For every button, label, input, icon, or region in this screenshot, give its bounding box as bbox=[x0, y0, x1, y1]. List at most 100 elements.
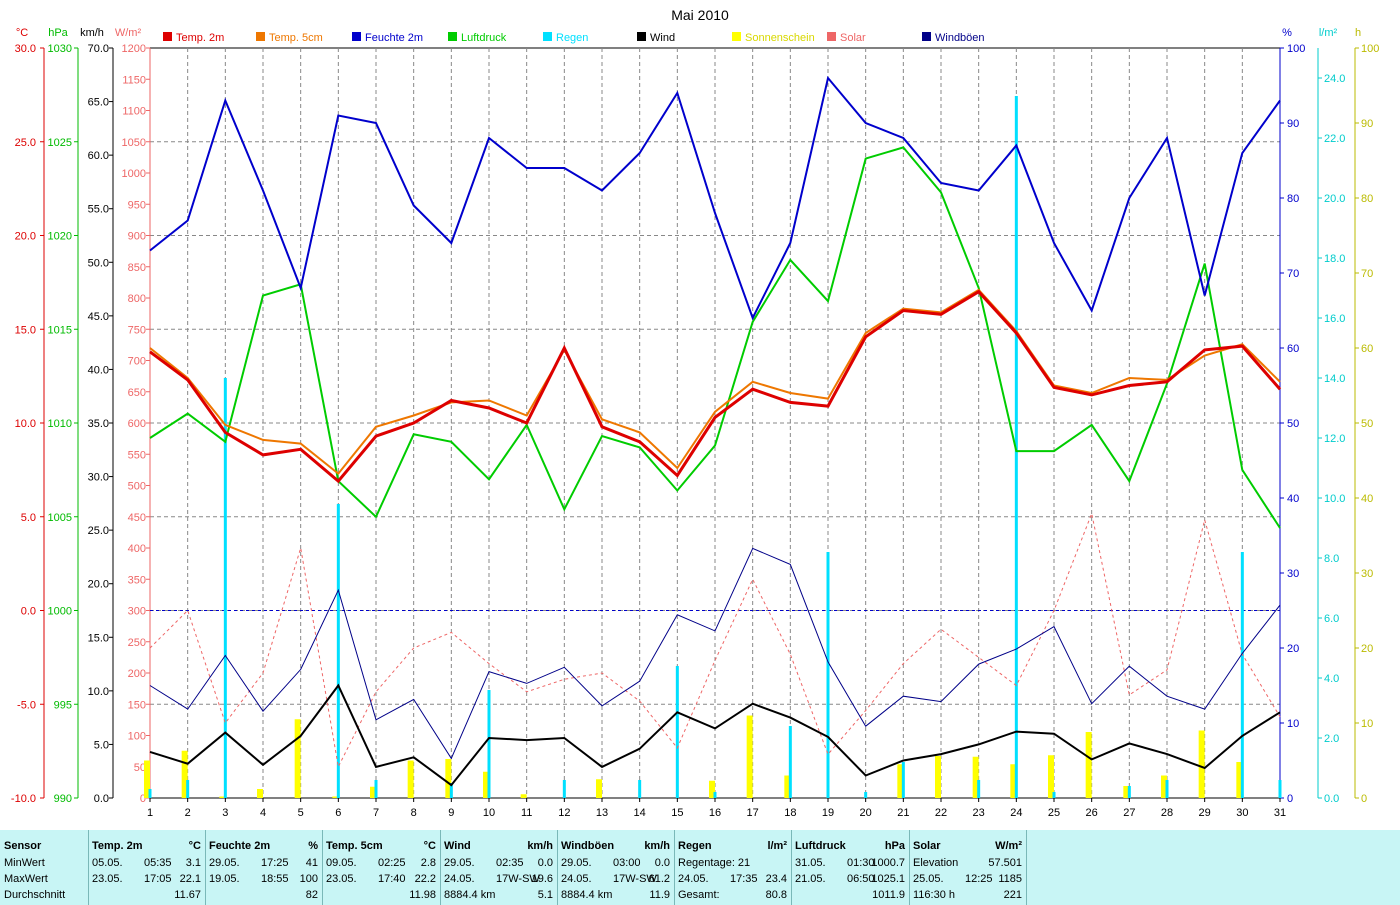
bar bbox=[784, 775, 791, 798]
tick-label: 10 bbox=[1287, 718, 1299, 730]
x-tick-label: 7 bbox=[373, 807, 379, 819]
tick-label: 10.0 bbox=[15, 418, 36, 430]
tick-label: 150 bbox=[128, 699, 146, 711]
x-tick-label: 12 bbox=[558, 807, 570, 819]
stats-cell: 25.05. bbox=[913, 873, 944, 885]
axis-pressure: 990 995 1000 1005 1010 1015 1020 1025 1030 hPa bbox=[48, 27, 79, 805]
stats-cell: 8884.4 km bbox=[444, 889, 496, 901]
stats-cell: 01:30 bbox=[847, 857, 875, 869]
tick-label: 16.0 bbox=[1324, 313, 1345, 325]
stats-row: 24.05. 17W-SW 19.6 bbox=[444, 871, 553, 887]
axis-unit-label: % bbox=[1282, 27, 1292, 39]
stats-cell: 1025.1 bbox=[871, 873, 905, 885]
tick-label: 0.0 bbox=[94, 793, 109, 805]
tick-label: 0 bbox=[1287, 793, 1293, 805]
stats-row: 11.67 bbox=[92, 887, 201, 903]
bar bbox=[1198, 730, 1205, 798]
legend-swatch bbox=[256, 32, 265, 41]
tick-label: 60 bbox=[1361, 343, 1373, 355]
stats-row: 31.05. 01:30 1000.7 bbox=[795, 855, 905, 871]
stats-row: MaxWert bbox=[4, 871, 84, 887]
stats-cell: 05.05. bbox=[92, 857, 123, 869]
stats-row: 29.05. 17:25 41 bbox=[209, 855, 318, 871]
stats-header-unit: l/m² bbox=[767, 840, 787, 852]
x-tick-label: 18 bbox=[784, 807, 796, 819]
stats-cell: 06:50 bbox=[847, 873, 875, 885]
stats-cell: 17W-SW bbox=[613, 873, 657, 885]
axis-solar: 0 50 100 150 200 250 300 350 400 450 500 550 600 650 7… bbox=[115, 27, 151, 805]
tick-label: 0.0 bbox=[1324, 793, 1339, 805]
bar bbox=[487, 690, 491, 798]
stats-cell: 22.2 bbox=[414, 873, 436, 885]
tick-label: 12.0 bbox=[1324, 433, 1345, 445]
stats-cell: 18:55 bbox=[261, 873, 289, 885]
weather-chart: -10.0-5.00.05.010.015.020.025.030.0°C990… bbox=[11, 7, 1379, 819]
stats-header: Temp. 5cm °C bbox=[326, 838, 436, 854]
stats-header: Wind km/h bbox=[444, 838, 553, 854]
stats-header: Sensor bbox=[4, 838, 84, 854]
bar bbox=[1236, 762, 1243, 798]
bar bbox=[336, 504, 340, 798]
bar bbox=[449, 783, 453, 798]
tick-label: 650 bbox=[128, 387, 146, 399]
bar bbox=[1048, 755, 1054, 798]
stats-cell: 05:35 bbox=[144, 857, 172, 869]
tick-label: 10.0 bbox=[88, 686, 109, 698]
stats-cell: 29.05. bbox=[444, 857, 475, 869]
tick-label: 4.0 bbox=[1324, 673, 1339, 685]
axis-unit-label: W/m² bbox=[115, 27, 142, 39]
stats-column: Feuchte 2m% 29.05. 17:25 41 19.05. 18:55 100 82 bbox=[205, 830, 323, 905]
tick-label: 70 bbox=[1287, 268, 1299, 280]
stats-header-unit: °C bbox=[188, 840, 201, 852]
stats-row: Regentage: 21 bbox=[678, 855, 787, 871]
bar bbox=[1240, 552, 1244, 798]
tick-label: 700 bbox=[128, 356, 146, 368]
stats-header-label: Wind bbox=[444, 840, 471, 852]
stats-cell: Durchschnitt bbox=[4, 889, 66, 901]
chart-title: Mai 2010 bbox=[671, 7, 729, 23]
stats-header-label: Luftdruck bbox=[795, 840, 846, 852]
bar bbox=[713, 792, 717, 798]
tick-label: 15.0 bbox=[88, 632, 109, 644]
stats-cell: 116:30 h bbox=[913, 889, 956, 901]
axis-temp: -10.0 -5.0 0.0 5.0 10.0 15.0 20.0 25.0 30.0 °C bbox=[11, 27, 45, 805]
stats-cell: 57.501 bbox=[988, 857, 1022, 869]
bar bbox=[483, 771, 489, 798]
stats-header-label: Solar bbox=[913, 840, 941, 852]
tick-label: 800 bbox=[128, 293, 146, 305]
tick-label: 30 bbox=[1361, 568, 1373, 580]
bar bbox=[864, 792, 868, 798]
x-tick-label: 2 bbox=[185, 807, 191, 819]
x-tick-label: 30 bbox=[1236, 807, 1248, 819]
tick-label: 18.0 bbox=[1324, 253, 1345, 265]
stats-header-label: Regen bbox=[678, 840, 712, 852]
x-tick-label: 17 bbox=[747, 807, 759, 819]
x-tick-label: 26 bbox=[1086, 807, 1098, 819]
legend-swatch bbox=[352, 32, 361, 41]
stats-cell: 23.05. bbox=[92, 873, 123, 885]
stats-row: 116:30 h 221 bbox=[913, 887, 1022, 903]
bar bbox=[897, 764, 904, 798]
bar bbox=[1165, 780, 1169, 798]
stats-cell: 17W-SW bbox=[496, 873, 540, 885]
legend-label: Temp. 5cm bbox=[269, 32, 323, 44]
stats-cell: Regentage: 21 bbox=[678, 857, 751, 869]
bar bbox=[294, 719, 301, 798]
stats-cell: 0.0 bbox=[654, 857, 670, 869]
tick-label: 20 bbox=[1287, 643, 1299, 655]
stats-row: 29.05. 02:35 0.0 bbox=[444, 855, 553, 871]
tick-label: 15.0 bbox=[15, 324, 36, 336]
stats-row: Elevation 57.501 bbox=[913, 855, 1022, 871]
statistics-panel: Sensor MinWert MaxWert Durchschnitt Temp. 2m… bbox=[0, 830, 1400, 905]
bar bbox=[788, 726, 792, 798]
bar bbox=[1127, 786, 1131, 798]
tick-label: 60.0 bbox=[88, 150, 109, 162]
stats-cell: 5.1 bbox=[537, 889, 553, 901]
bar bbox=[219, 796, 226, 798]
axis-rain: 0.0 2.0 4.0 6.0 8.0 10.0 12.0 14.0 16.0 18.0 20.0 2… bbox=[1317, 27, 1345, 805]
tick-label: 45.0 bbox=[88, 311, 109, 323]
stats-row: 23.05. 17:05 22.1 bbox=[92, 871, 201, 887]
bar bbox=[972, 756, 979, 798]
bar bbox=[935, 756, 941, 798]
stats-header: Windböen km/h bbox=[561, 838, 670, 854]
